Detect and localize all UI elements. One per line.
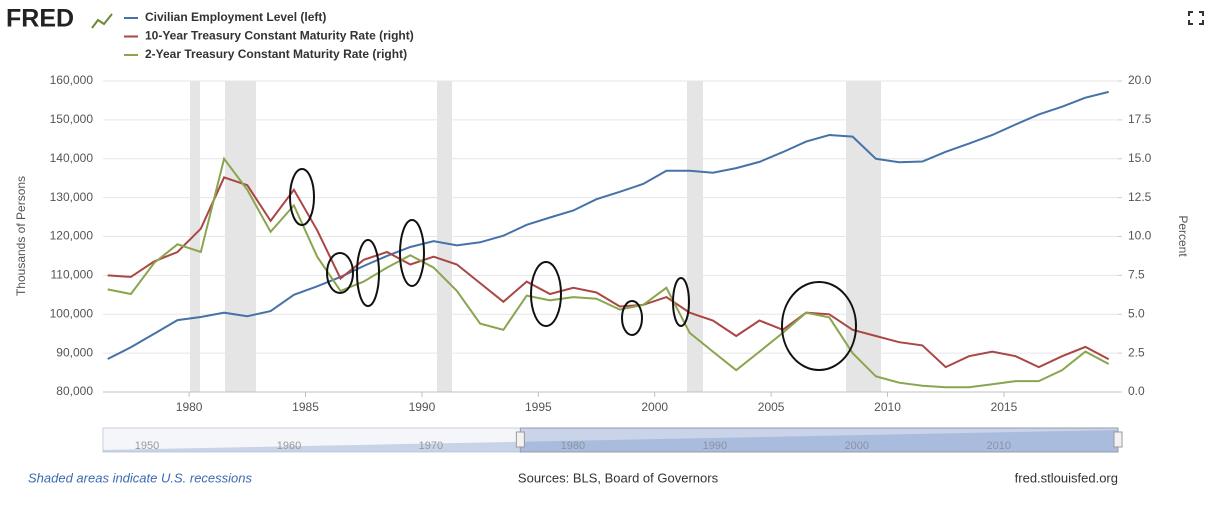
site[interactable]: fred.stlouisfed.org [1015,470,1118,485]
navigator-tick-label: 1970 [419,440,443,452]
y-tick-label: 100,000 [50,306,94,320]
y2-tick-label: 12.5 [1128,190,1152,204]
y-tick-label: 160,000 [50,73,94,87]
logo: FRED [6,5,74,33]
y2-tick-label: 0.0 [1128,384,1145,398]
y2-axis-label: Percent [1176,215,1190,257]
x-tick-label: 1985 [292,400,319,414]
x-tick-label: 1980 [176,400,203,414]
x-tick-label: 1995 [525,400,552,414]
y2-tick-label: 10.0 [1128,229,1152,243]
y2-tick-label: 5.0 [1128,306,1145,320]
annotation-circles [289,168,857,371]
y-tick-label: 120,000 [50,229,94,243]
sources: Sources: BLS, Board of Governors [518,470,719,485]
x-tick-label: 2010 [874,400,901,414]
navigator-tick-label: 1960 [277,440,301,452]
y2-tick-label: 2.5 [1128,345,1145,359]
navigator-selection [519,427,1119,453]
logo-icon [91,13,113,29]
y-tick-label: 90,000 [56,345,93,359]
y2-tick-label: 20.0 [1128,73,1152,87]
y-tick-label: 150,000 [50,112,94,126]
fullscreen-icon[interactable] [1188,11,1204,25]
navigator-tick-label: 1990 [703,440,727,452]
y2-tick-label: 7.5 [1128,268,1145,282]
y2-tick-label: 17.5 [1128,112,1152,126]
navigator-area [103,430,1118,452]
navigator-tick-label: 2010 [987,440,1011,452]
legend-label: Civilian Employment Level (left) [145,10,326,24]
y2-tick-label: 15.0 [1128,151,1152,165]
legend-label: 10-Year Treasury Constant Maturity Rate … [145,29,414,43]
series-line [107,90,1109,360]
x-tick-label: 2015 [991,400,1018,414]
x-tick-label: 1990 [409,400,436,414]
navigator-handle[interactable] [1113,431,1123,448]
x-tick-label: 2005 [758,400,785,414]
y-tick-label: 80,000 [56,384,93,398]
y-tick-label: 110,000 [51,268,94,282]
y-tick-label: 130,000 [50,190,94,204]
x-tick-label: 2000 [641,400,668,414]
series-line [107,176,1110,369]
navigator-tick-label: 1980 [561,440,585,452]
navigator-handle[interactable] [515,431,525,448]
y-axis-label: Thousands of Persons [14,176,28,296]
y-tick-label: 140,000 [50,151,94,165]
recession-note[interactable]: Shaded areas indicate U.S. recessions [28,470,253,485]
series-line [107,156,1110,389]
navigator-tick-label: 1950 [135,440,159,452]
navigator-tick-label: 2000 [845,440,869,452]
legend-label: 2-Year Treasury Constant Maturity Rate (… [145,47,407,61]
